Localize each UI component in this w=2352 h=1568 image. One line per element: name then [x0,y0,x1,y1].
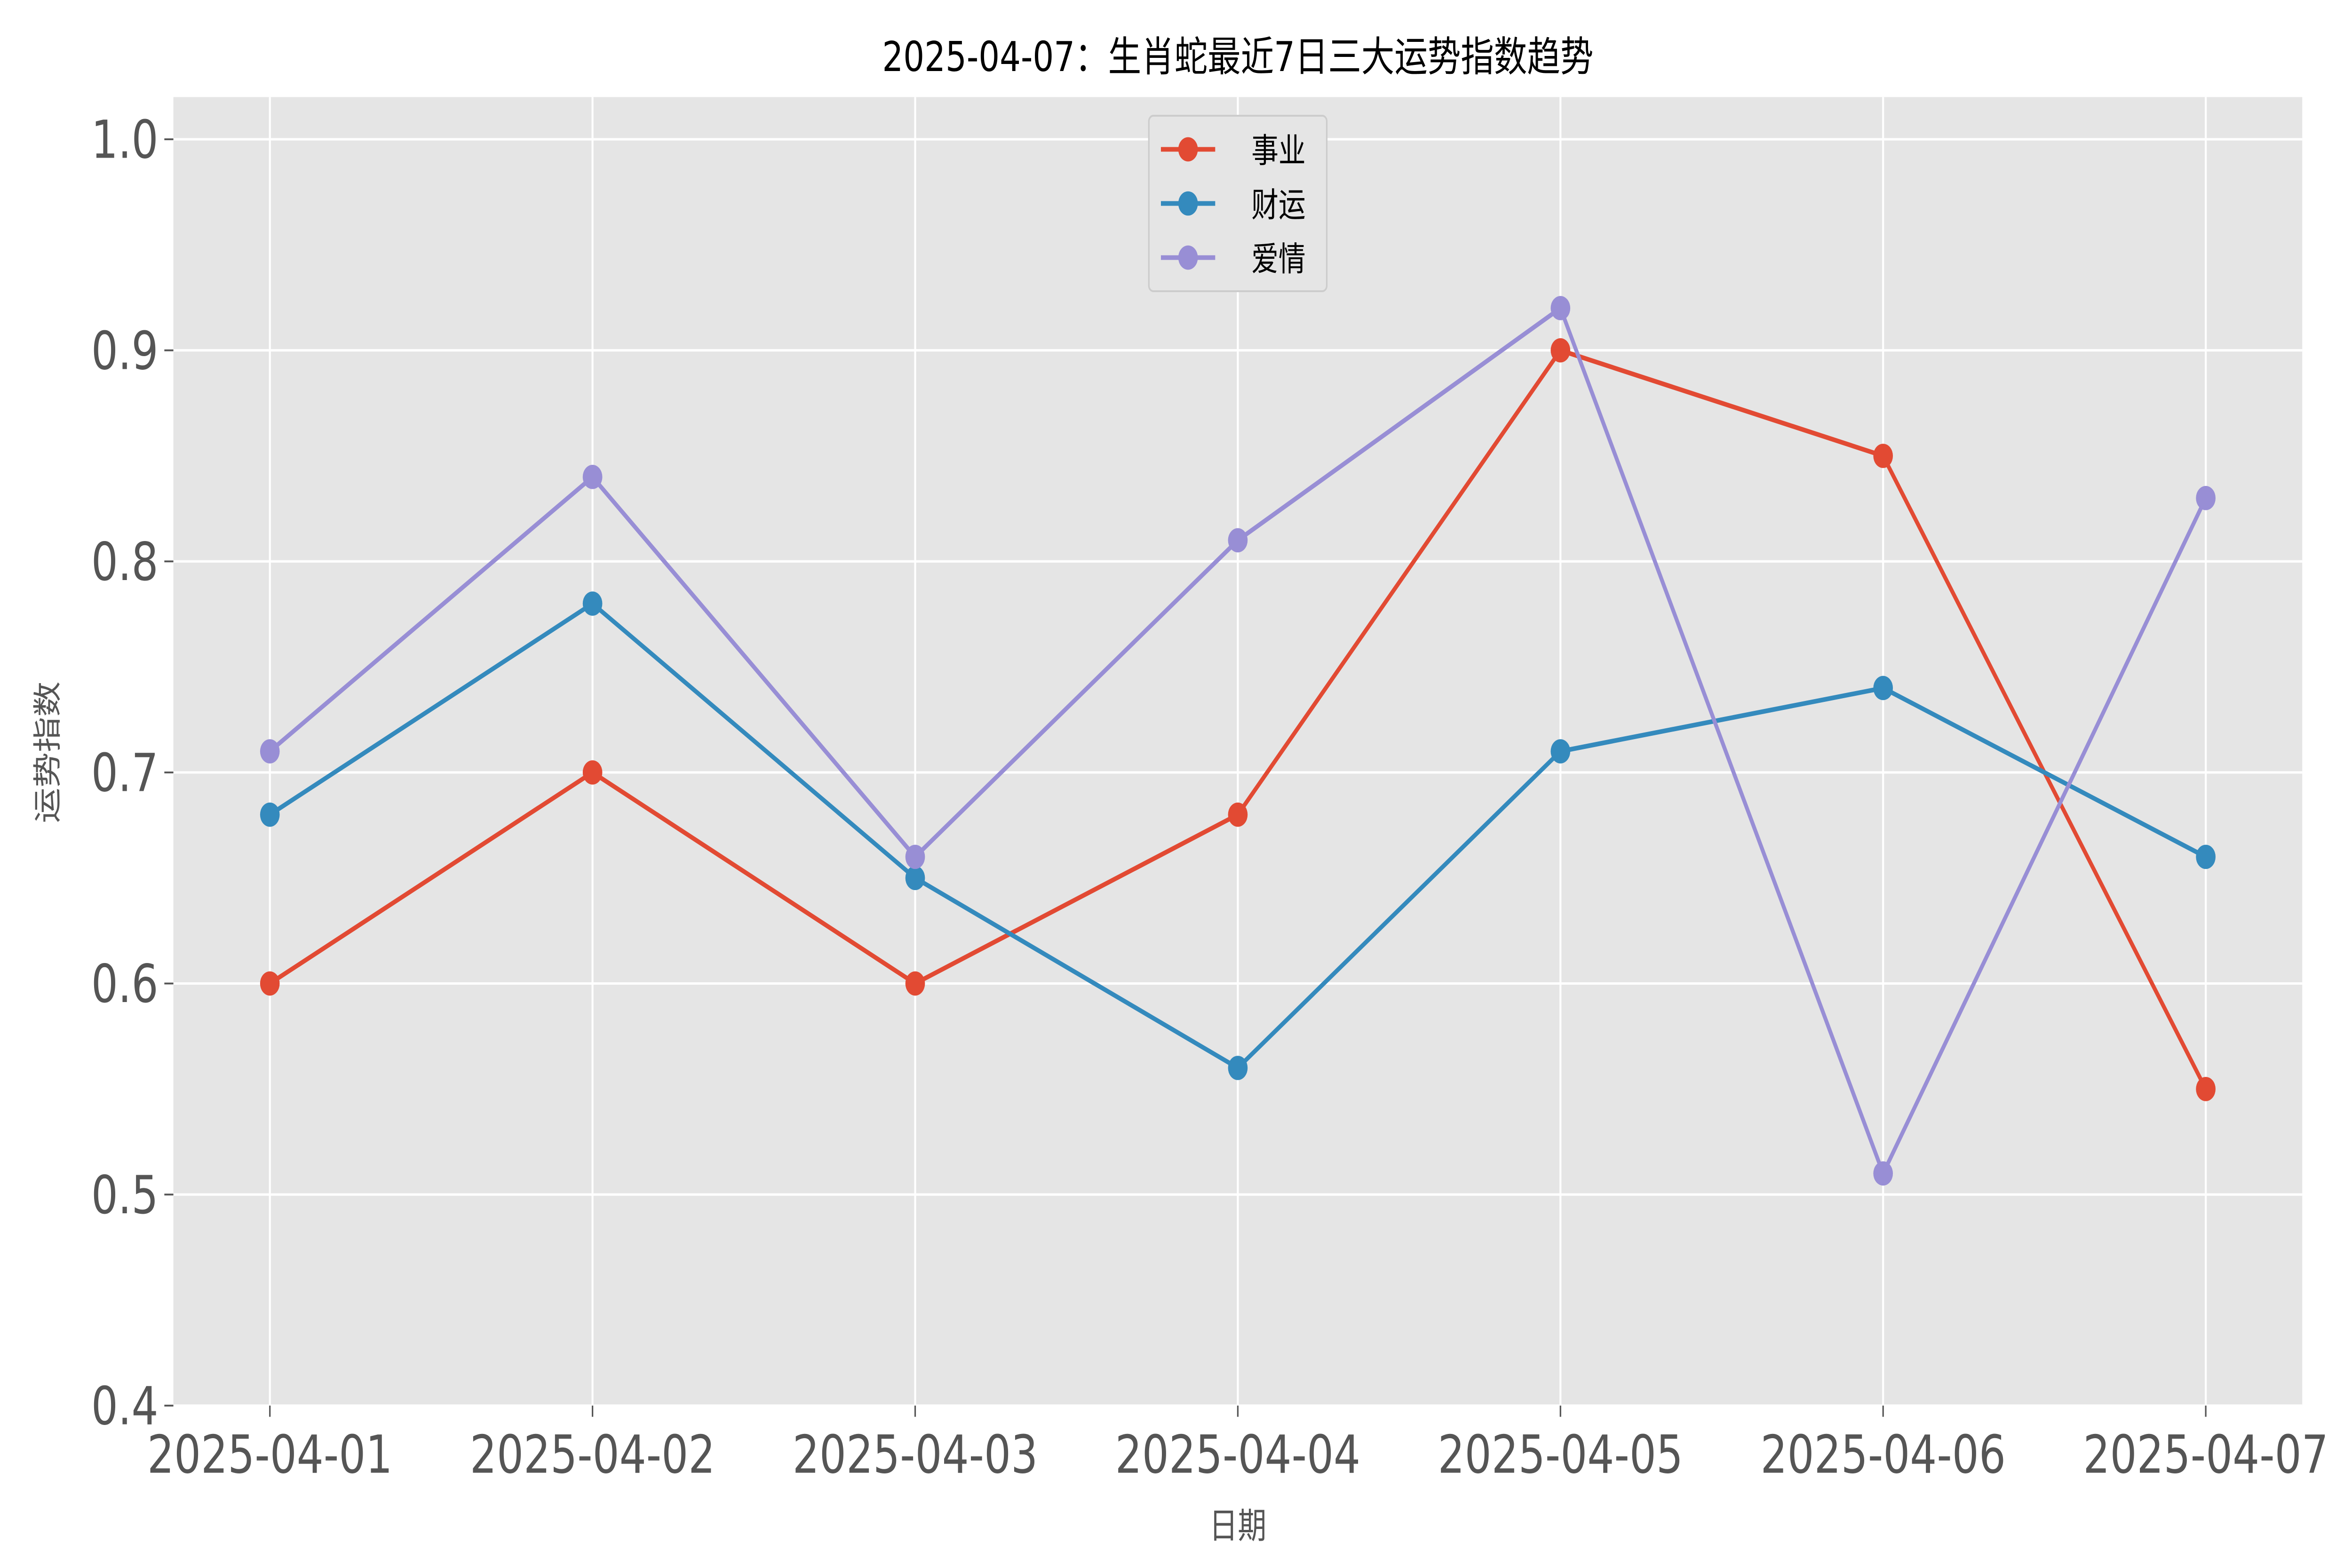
y-tick-label: 1.0 [91,109,159,170]
data-point [1228,1056,1248,1080]
data-point [260,739,280,764]
data-point [582,465,603,489]
y-tick-label: 0.5 [91,1164,159,1226]
data-point [1228,802,1248,827]
y-tick-label: 0.9 [91,320,159,382]
data-point [2196,844,2216,869]
data-point [1873,444,1893,468]
x-tick-label: 2025-04-01 [147,1424,392,1485]
legend-label: 事业 [1251,132,1305,171]
x-axis-label: 日期 [1209,1505,1267,1547]
legend-label: 爱情 [1251,240,1305,279]
chart-title: 2025-04-07：生肖蛇最近7日三大运势指数趋势 [882,32,1593,80]
y-tick-label: 0.6 [91,954,159,1015]
x-tick-label: 2025-04-02 [470,1424,715,1485]
x-tick-label: 2025-04-05 [1438,1424,1683,1485]
x-tick-label: 2025-04-04 [1115,1424,1360,1485]
data-point [582,591,603,616]
data-point [2196,1077,2216,1101]
x-tick-label: 2025-04-03 [793,1424,1038,1485]
data-point [905,844,925,869]
data-point [582,760,603,785]
data-point [1873,676,1893,700]
data-point [2196,486,2216,510]
data-point [1228,528,1248,553]
y-tick-label: 0.4 [91,1376,159,1437]
data-point [1873,1161,1893,1186]
data-point [905,971,925,996]
y-tick-label: 0.8 [91,532,159,593]
y-tick-label: 0.7 [91,742,159,804]
data-point [1550,739,1571,764]
x-tick-label: 2025-04-07 [2083,1424,2328,1485]
y-axis-label: 运势指数 [31,681,64,823]
legend-label: 财运 [1251,186,1305,225]
legend-marker [1178,245,1198,270]
x-tick-label: 2025-04-06 [1760,1424,2005,1485]
data-point [905,866,925,891]
data-point [1550,296,1571,320]
data-point [260,971,280,996]
legend-marker [1178,137,1198,162]
legend-marker [1178,191,1198,216]
data-point [1550,338,1571,363]
data-point [260,802,280,827]
